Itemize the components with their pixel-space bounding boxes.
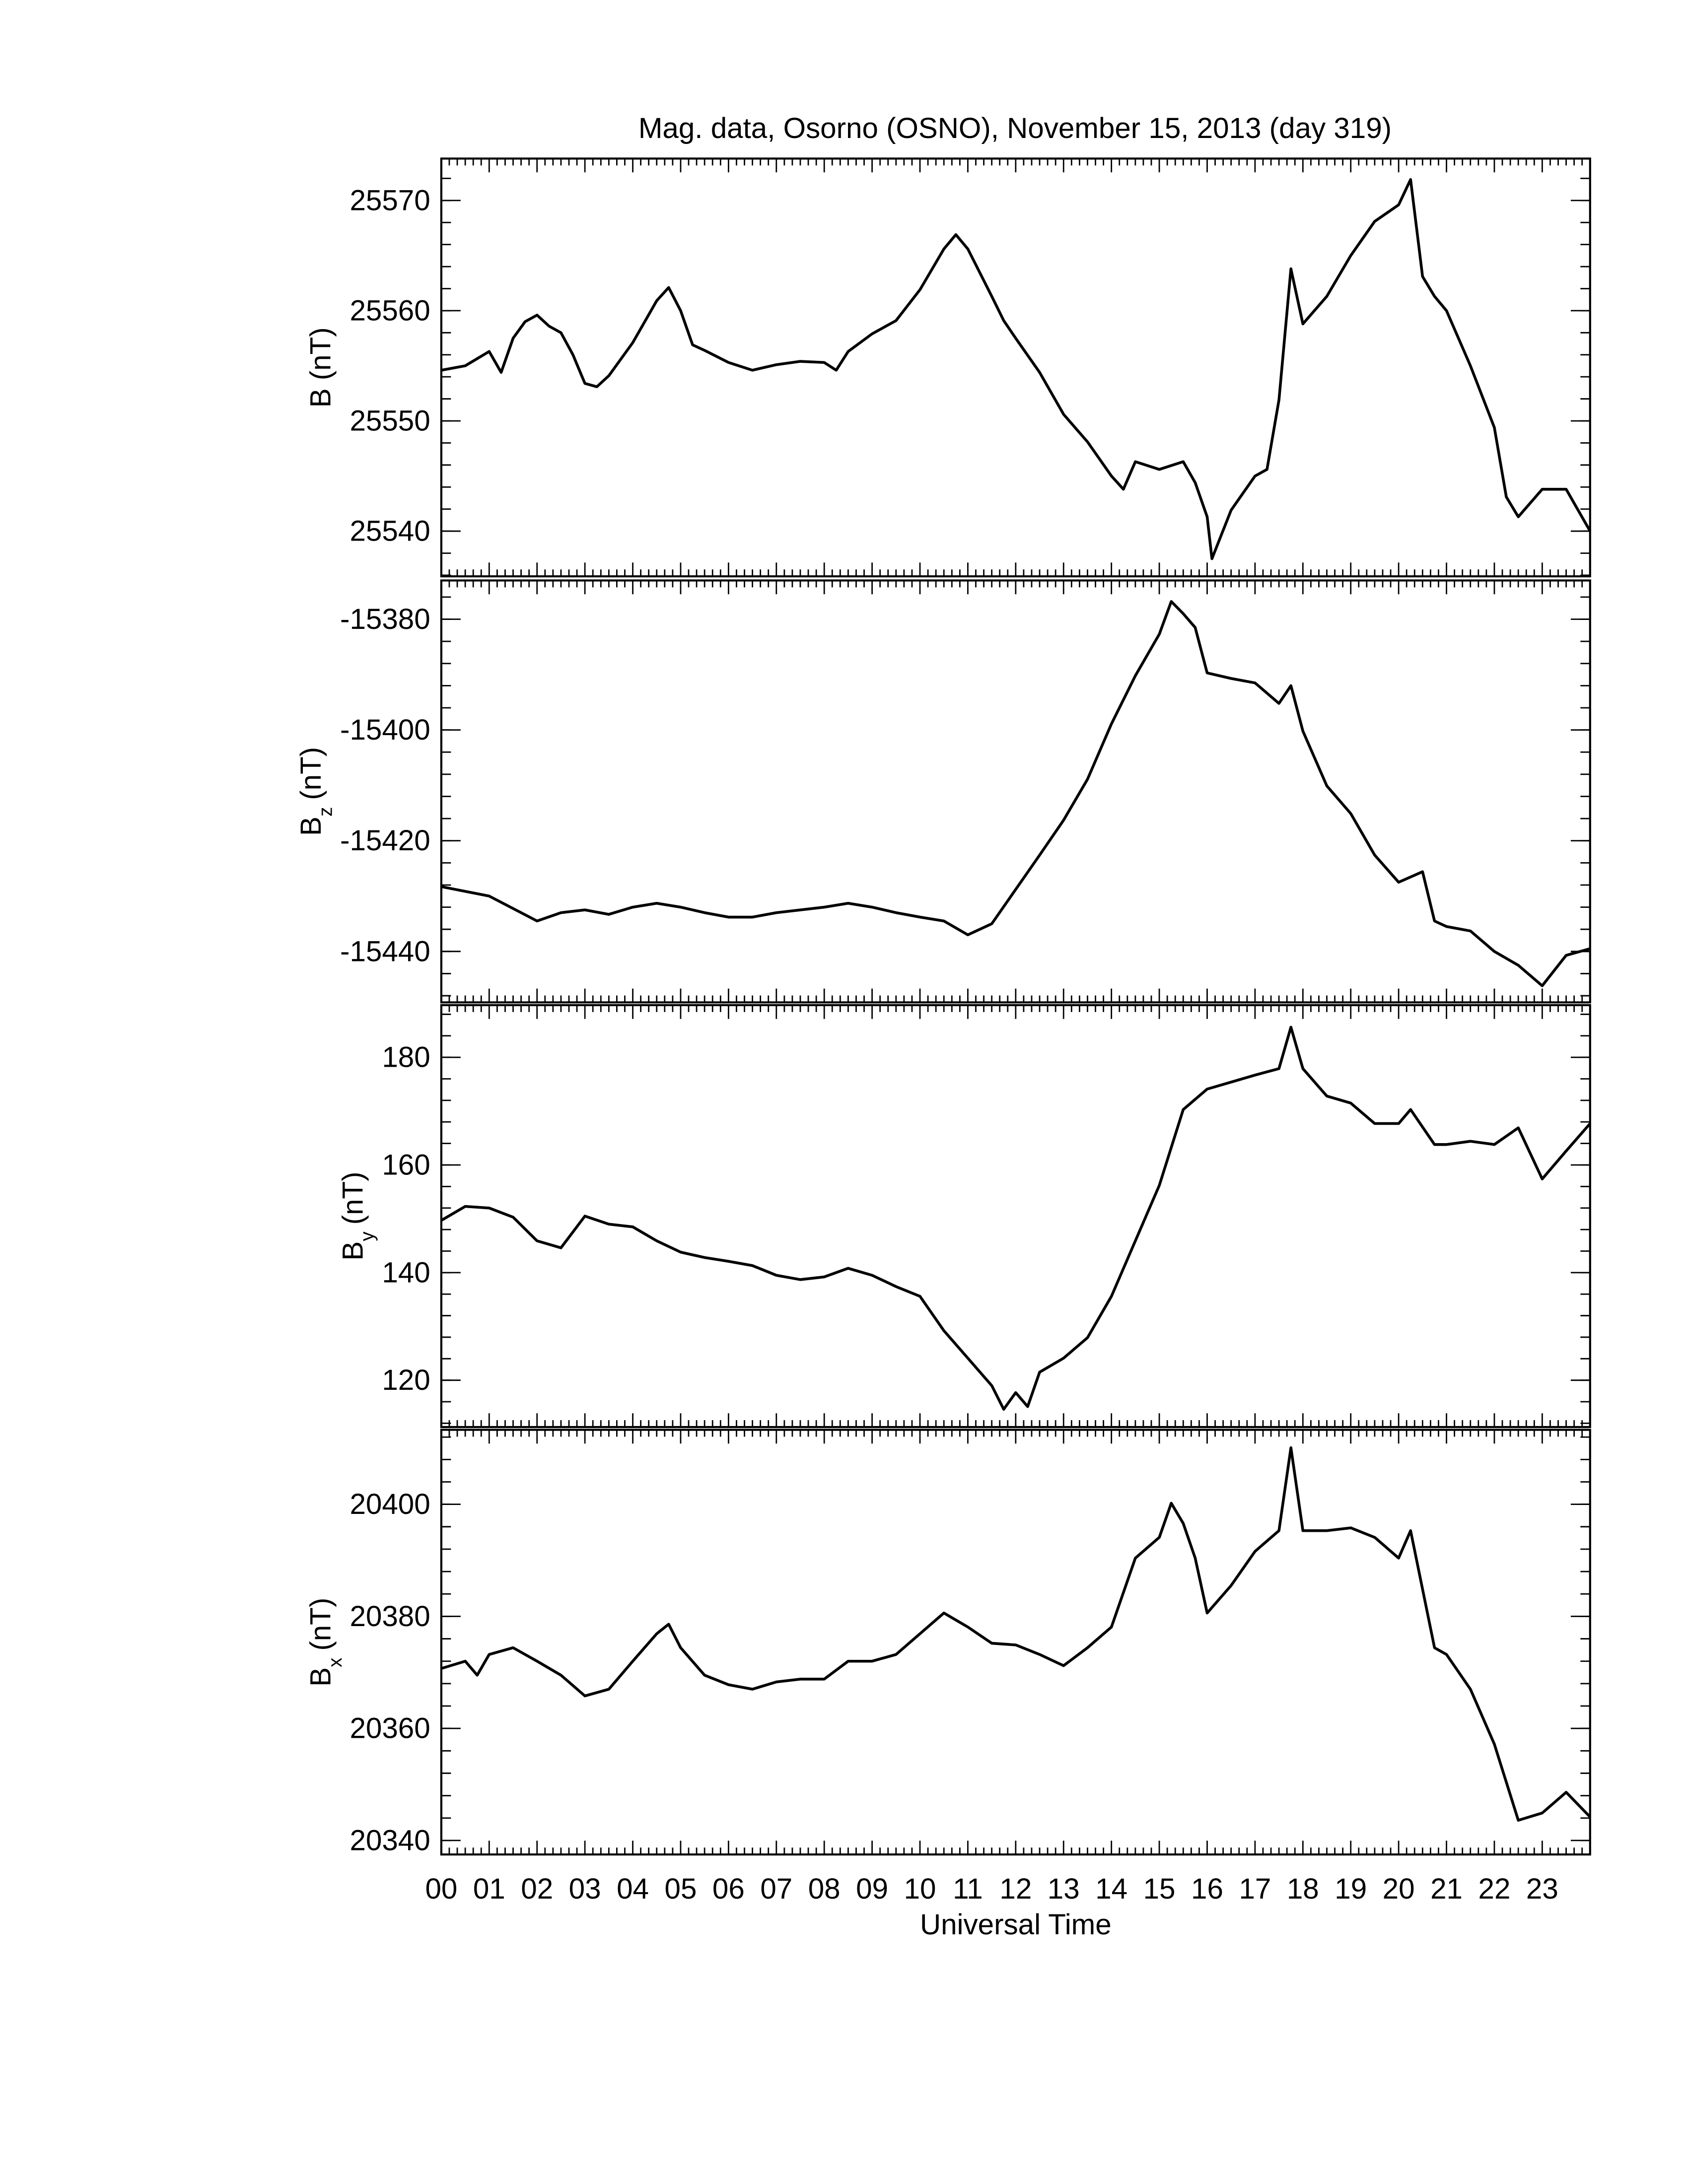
y-tick-label: 160 (382, 1149, 430, 1181)
x-tick-label: 23 (1526, 1873, 1558, 1905)
y-axis-label-part: z (315, 807, 336, 817)
y-tick-label: -15420 (340, 824, 430, 857)
y-tick-label: 180 (382, 1041, 430, 1074)
y-tick-label: 20340 (350, 1824, 430, 1856)
x-tick-label: 10 (904, 1873, 936, 1905)
x-tick-label: 21 (1430, 1873, 1463, 1905)
y-axis-label-part: B (295, 817, 327, 836)
y-axis-label-part: (nT) (295, 747, 327, 800)
y-tick-label: 25570 (350, 184, 430, 216)
plot-frame (440, 1429, 1591, 1856)
x-tick-label: 20 (1383, 1873, 1415, 1905)
x-tick-label: 19 (1335, 1873, 1367, 1905)
x-tick-label: 15 (1143, 1873, 1176, 1905)
y-axis-label: B (nT) (305, 327, 337, 408)
x-tick-label: 13 (1048, 1873, 1080, 1905)
y-axis-label: Bx (nT) (305, 1598, 346, 1687)
plot-frame (440, 579, 1591, 1004)
y-tick-label: 25550 (350, 405, 430, 437)
x-tick-label: 17 (1239, 1873, 1271, 1905)
x-tick-label: 05 (665, 1873, 697, 1905)
y-axis-label-part: (nT) (337, 1171, 369, 1225)
y-axis-label-part: (nT) (305, 1598, 337, 1651)
y-axis-label-part: y (357, 1231, 378, 1241)
x-tick-label: 06 (712, 1873, 745, 1905)
x-tick-label: 04 (617, 1873, 649, 1905)
y-axis-label-part: B (305, 1667, 337, 1687)
y-axis-label-part: B (337, 1241, 369, 1261)
x-axis-label: Universal Time (920, 1909, 1112, 1941)
x-tick-label: 16 (1191, 1873, 1223, 1905)
plot-frame (440, 1004, 1591, 1429)
y-tick-label: 20380 (350, 1600, 430, 1633)
x-tick-label: 00 (425, 1873, 457, 1905)
y-tick-label: 140 (382, 1256, 430, 1289)
y-axis-label-part: B (nT) (305, 327, 337, 408)
y-tick-label: -15400 (340, 714, 430, 746)
data-line (441, 178, 1592, 560)
y-tick-label: -15380 (340, 603, 430, 635)
data-line (441, 600, 1591, 987)
x-tick-label: 22 (1478, 1873, 1511, 1905)
y-tick-label: 20360 (350, 1712, 430, 1745)
x-tick-label: 07 (760, 1873, 792, 1905)
y-axis-label-part: x (325, 1657, 346, 1667)
x-tick-label: 08 (808, 1873, 841, 1905)
y-axis-label: Bz (nT) (295, 747, 336, 836)
x-tick-label: 12 (999, 1873, 1032, 1905)
x-tick-label: 01 (473, 1873, 505, 1905)
x-tick-label: 03 (569, 1873, 601, 1905)
data-line (440, 1025, 1591, 1411)
y-tick-label: -15440 (340, 935, 430, 967)
x-tick-label: 11 (953, 1873, 983, 1905)
x-tick-label: 18 (1287, 1873, 1319, 1905)
y-tick-label: 20400 (350, 1488, 430, 1520)
x-tick-label: 14 (1095, 1873, 1127, 1905)
y-axis-label: By (nT) (337, 1171, 378, 1260)
y-tick-label: 25560 (350, 294, 430, 327)
x-tick-label: 02 (521, 1873, 553, 1905)
chart-title: Mag. data, Osorno (OSNO), November 15, 2… (638, 112, 1392, 144)
data-line (441, 1446, 1591, 1822)
y-tick-label: 120 (382, 1364, 430, 1396)
x-tick-label: 09 (856, 1873, 888, 1905)
y-tick-label: 25540 (350, 515, 430, 547)
